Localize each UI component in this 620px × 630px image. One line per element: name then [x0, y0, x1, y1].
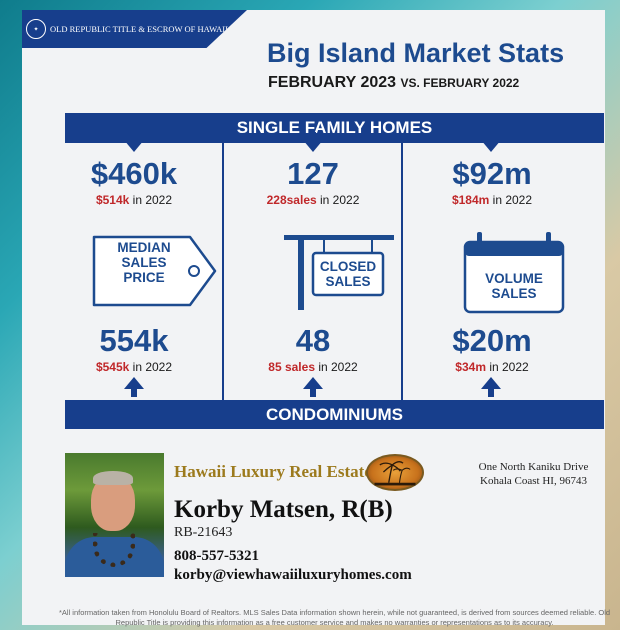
- arrow-up-icon: [124, 377, 144, 397]
- condo-median-previous: $545k in 2022: [95, 360, 173, 374]
- period-label: FEBRUARY 2023: [268, 74, 397, 91]
- condo-volume-value: $20m: [452, 323, 532, 358]
- volume-sales-label: VOLUME SALES: [485, 271, 543, 301]
- calendar-icon: [463, 232, 565, 314]
- office-address: One North Kaniku Drive Kohala Coast HI, …: [462, 460, 605, 488]
- arrow-down-icon: [481, 132, 501, 152]
- market-stats-card: ✦ OLD REPUBLIC TITLE & ESCROW OF HAWAII …: [22, 10, 610, 627]
- page-title: Big Island Market Stats: [267, 38, 565, 68]
- disclaimer: *All information taken from Honolulu Boa…: [58, 608, 611, 627]
- agent-email[interactable]: korby@viewhawaiiluxuryhomes.com: [174, 567, 412, 583]
- sfh-median-value: $460k: [90, 156, 178, 191]
- price-tag-icon: [92, 235, 217, 307]
- brokerage-name: Hawaii Luxury Real Estate: [174, 462, 372, 481]
- condominiums-banner: CONDOMINIUMS: [65, 400, 604, 429]
- arrow-down-icon: [124, 132, 144, 152]
- page-subtitle: FEBRUARY 2023 VS. FEBRUARY 2022: [268, 74, 519, 92]
- arrow-down-icon: [303, 132, 323, 152]
- sfh-volume-value: $92m: [452, 156, 532, 191]
- hanging-sign-icon: [284, 235, 394, 310]
- palm-tree-logo-icon: [366, 454, 424, 491]
- agent-license: RB-21643: [174, 525, 233, 540]
- sfh-volume-previous: $184m in 2022: [451, 193, 533, 207]
- sfh-closed-previous: 228sales in 2022: [266, 193, 360, 207]
- company-logo[interactable]: ✦ OLD REPUBLIC TITLE & ESCROW OF HAWAII: [22, 10, 247, 48]
- condo-closed-previous: 85 sales in 2022: [268, 360, 358, 374]
- condo-closed-value: 48: [295, 323, 331, 358]
- sfh-closed-value: 127: [287, 156, 339, 191]
- median-sales-label: MEDIAN SALES PRICE: [117, 240, 171, 285]
- seal-icon: ✦: [26, 19, 46, 39]
- column-divider: [401, 143, 403, 400]
- agent-photo: [65, 453, 164, 577]
- agent-name: Korby Matsen, R(B): [174, 496, 393, 523]
- single-family-banner: SINGLE FAMILY HOMES: [65, 113, 604, 143]
- address-line-1: One North Kaniku Drive: [478, 461, 589, 473]
- comparison-label: VS. FEBRUARY 2022: [400, 76, 520, 90]
- condo-median-value: 554k: [99, 323, 169, 358]
- address-line-2: Kohala Coast HI, 96743: [480, 475, 587, 487]
- condo-volume-previous: $34m in 2022: [455, 360, 529, 374]
- arrow-up-icon: [303, 377, 323, 397]
- closed-sales-label: CLOSED SALES: [319, 259, 377, 289]
- arrow-up-icon: [481, 377, 501, 397]
- sfh-median-previous: $514k in 2022: [95, 193, 173, 207]
- company-name: OLD REPUBLIC TITLE & ESCROW OF HAWAII: [50, 24, 228, 34]
- agent-phone[interactable]: 808-557-5321: [174, 548, 259, 564]
- column-divider: [222, 143, 224, 400]
